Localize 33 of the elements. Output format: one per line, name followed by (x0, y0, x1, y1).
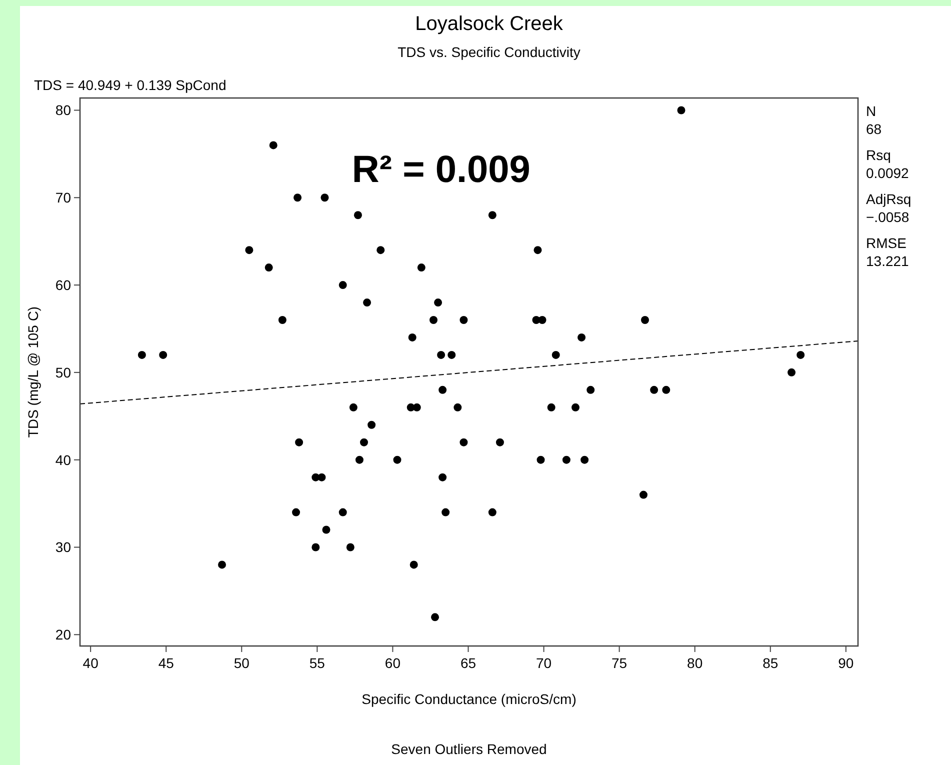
x-tick-label: 60 (384, 655, 401, 671)
annotation: R² = 0.009 (352, 148, 530, 191)
y-tick-label: 20 (55, 626, 72, 643)
x-tick-label: 85 (762, 655, 778, 671)
y-tick-label: 50 (55, 364, 72, 380)
text: RMSE (866, 235, 906, 251)
text: 68 (866, 121, 882, 137)
x-tick-label: 50 (234, 655, 250, 671)
y-axis-title: TDS (mg/L @ 105 C) (25, 306, 41, 438)
y-tick-label: 60 (55, 277, 72, 294)
text: AdjRsq (866, 191, 912, 207)
x-tick-label: 80 (687, 655, 703, 671)
text: 13.221 (866, 253, 910, 269)
y-tick-label: 30 (55, 539, 72, 556)
chart-title: Loyalsock Creek (415, 13, 564, 35)
x-tick-label: 65 (460, 655, 476, 671)
x-tick-label: 70 (536, 655, 552, 671)
x-tick-label: 45 (158, 655, 174, 671)
y-tick-label: 70 (55, 190, 72, 206)
x-tick-label: 90 (838, 655, 854, 671)
x-axis-title: Specific Conductance (microS/cm) (362, 691, 576, 707)
y-tick-label: 40 (55, 452, 72, 468)
text: TDS = 40.949 + 0.139 SpCond (34, 77, 226, 93)
x-tick-label: 55 (309, 655, 326, 671)
y-tick-label: 80 (55, 102, 72, 118)
x-tick-label: 75 (612, 655, 628, 671)
text: −.0058 (866, 209, 910, 225)
x-tick-label: 40 (82, 655, 99, 671)
text: N (866, 103, 876, 119)
chart-subtitle: TDS vs. Specific Conductivity (398, 44, 580, 60)
text: 0.0092 (866, 165, 910, 181)
text: Seven Outliers Removed (391, 741, 547, 757)
text: Rsq (866, 147, 891, 163)
